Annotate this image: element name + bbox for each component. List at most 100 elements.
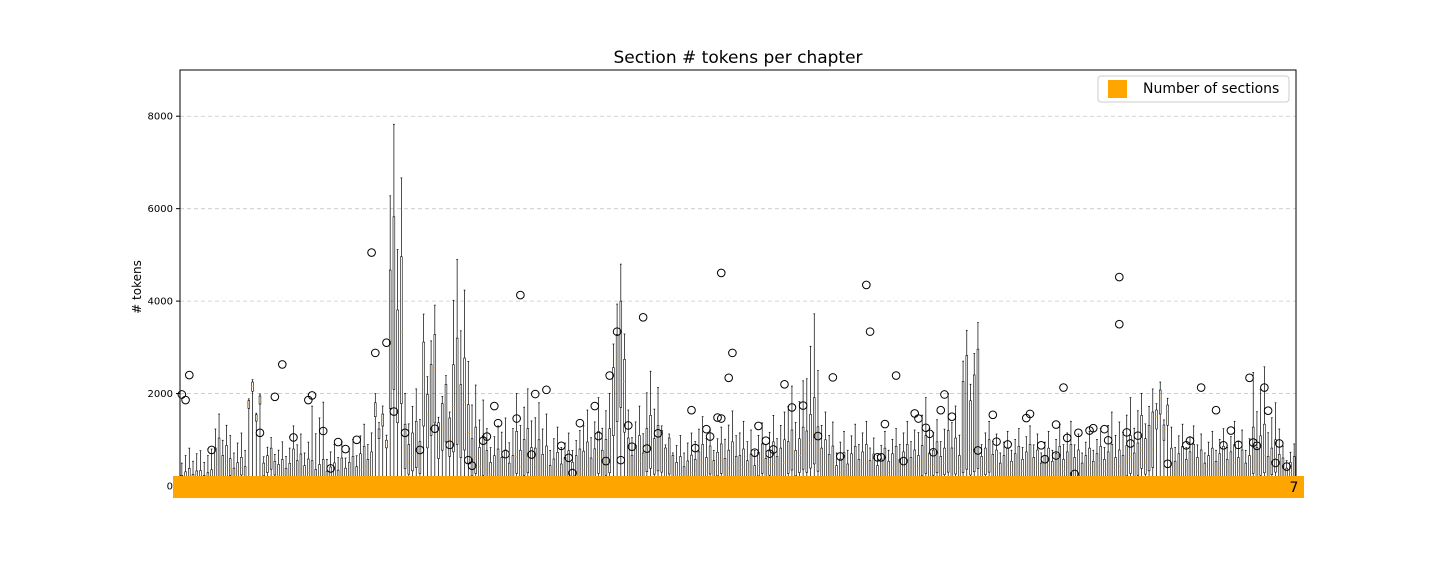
box xyxy=(429,340,433,486)
box-iqr xyxy=(995,449,998,479)
box-iqr xyxy=(1263,423,1266,474)
box-iqr xyxy=(701,444,704,478)
outlier-point xyxy=(780,380,789,389)
outlier-point xyxy=(1103,435,1113,445)
box xyxy=(965,330,968,486)
outlier-point xyxy=(601,456,611,466)
outlier-point xyxy=(1271,458,1280,468)
box-iqr xyxy=(720,443,723,474)
outlier-point xyxy=(750,448,760,458)
outlier-point xyxy=(988,410,998,420)
gridlines xyxy=(180,115,1296,394)
outlier-point xyxy=(925,429,934,439)
outlier-point xyxy=(690,443,700,453)
box-iqr xyxy=(805,430,809,473)
chart-title: Section # tokens per chapter xyxy=(613,48,862,68)
box-iqr xyxy=(526,428,530,474)
box-iqr xyxy=(928,452,931,479)
box-iqr xyxy=(1211,447,1214,478)
box xyxy=(924,397,928,486)
box-iqr xyxy=(400,256,403,404)
box-iqr xyxy=(1155,409,1158,430)
outlier-point xyxy=(1260,383,1269,392)
box-iqr xyxy=(1017,445,1021,478)
outlier-point xyxy=(787,403,797,412)
box xyxy=(1255,411,1259,486)
box-iqr xyxy=(1192,444,1195,478)
box-iqr xyxy=(511,455,515,480)
outlier-point xyxy=(702,424,711,434)
box-iqr xyxy=(1292,456,1296,478)
box xyxy=(1252,372,1255,486)
outlier-point xyxy=(642,444,652,453)
box-iqr xyxy=(370,451,373,479)
box-iqr xyxy=(664,447,667,477)
box-iqr xyxy=(467,404,470,464)
box xyxy=(973,353,976,486)
outlier-point xyxy=(1263,406,1273,415)
box xyxy=(783,411,786,486)
outlier-point xyxy=(914,414,923,423)
y-axis-label: # tokens xyxy=(130,260,144,314)
box-iqr xyxy=(418,441,422,474)
box xyxy=(623,333,626,486)
box xyxy=(805,378,809,486)
box-iqr xyxy=(634,445,637,480)
outlier-point xyxy=(798,401,808,410)
box-iqr xyxy=(362,445,366,478)
box-iqr xyxy=(1222,445,1225,478)
box-iqr xyxy=(697,451,701,479)
box xyxy=(426,376,429,486)
box-iqr xyxy=(519,449,522,479)
box xyxy=(229,435,232,486)
box-iqr xyxy=(932,449,935,476)
box-iqr xyxy=(1147,425,1151,472)
box-iqr xyxy=(638,435,641,478)
outlier-point xyxy=(910,409,920,418)
box xyxy=(1259,388,1262,486)
box-iqr xyxy=(961,381,965,473)
outlier-point xyxy=(1115,319,1124,329)
outlier-point xyxy=(899,456,908,466)
box-iqr xyxy=(976,348,980,469)
outlier-point xyxy=(1196,383,1206,392)
box-iqr xyxy=(671,455,675,479)
box-iqr xyxy=(813,397,816,465)
outlier-point xyxy=(1126,439,1135,448)
box-iqr xyxy=(1129,435,1132,474)
box xyxy=(1136,410,1140,486)
outlier-point xyxy=(542,385,551,395)
outlier-point xyxy=(493,418,503,428)
box-iqr xyxy=(727,449,730,480)
box-iqr xyxy=(656,425,660,472)
box-iqr xyxy=(991,454,995,477)
outlier-point xyxy=(921,423,931,433)
box-iqr xyxy=(950,447,954,477)
box xyxy=(824,411,827,486)
outlier-point xyxy=(828,373,838,382)
box xyxy=(441,396,444,486)
outlier-point xyxy=(1245,373,1254,383)
box-iqr xyxy=(541,454,544,480)
outlier-point xyxy=(501,449,510,459)
box-iqr xyxy=(262,462,265,477)
box xyxy=(1159,381,1162,486)
box xyxy=(615,303,619,486)
box-iqr xyxy=(920,445,924,477)
box-iqr xyxy=(853,445,857,478)
box-iqr xyxy=(958,455,961,479)
box-iqr xyxy=(850,453,853,480)
box xyxy=(649,370,652,486)
box xyxy=(396,249,399,486)
box-iqr xyxy=(448,417,451,457)
outlier-point xyxy=(876,453,886,462)
outlier-point xyxy=(512,414,521,423)
outlier-point xyxy=(873,453,882,462)
outlier-point xyxy=(1115,272,1124,282)
box-iqr xyxy=(619,300,623,408)
box xyxy=(258,393,262,486)
outlier-point xyxy=(307,391,317,400)
box-iqr xyxy=(1099,445,1102,478)
box xyxy=(653,408,656,486)
box-iqr xyxy=(441,403,444,451)
